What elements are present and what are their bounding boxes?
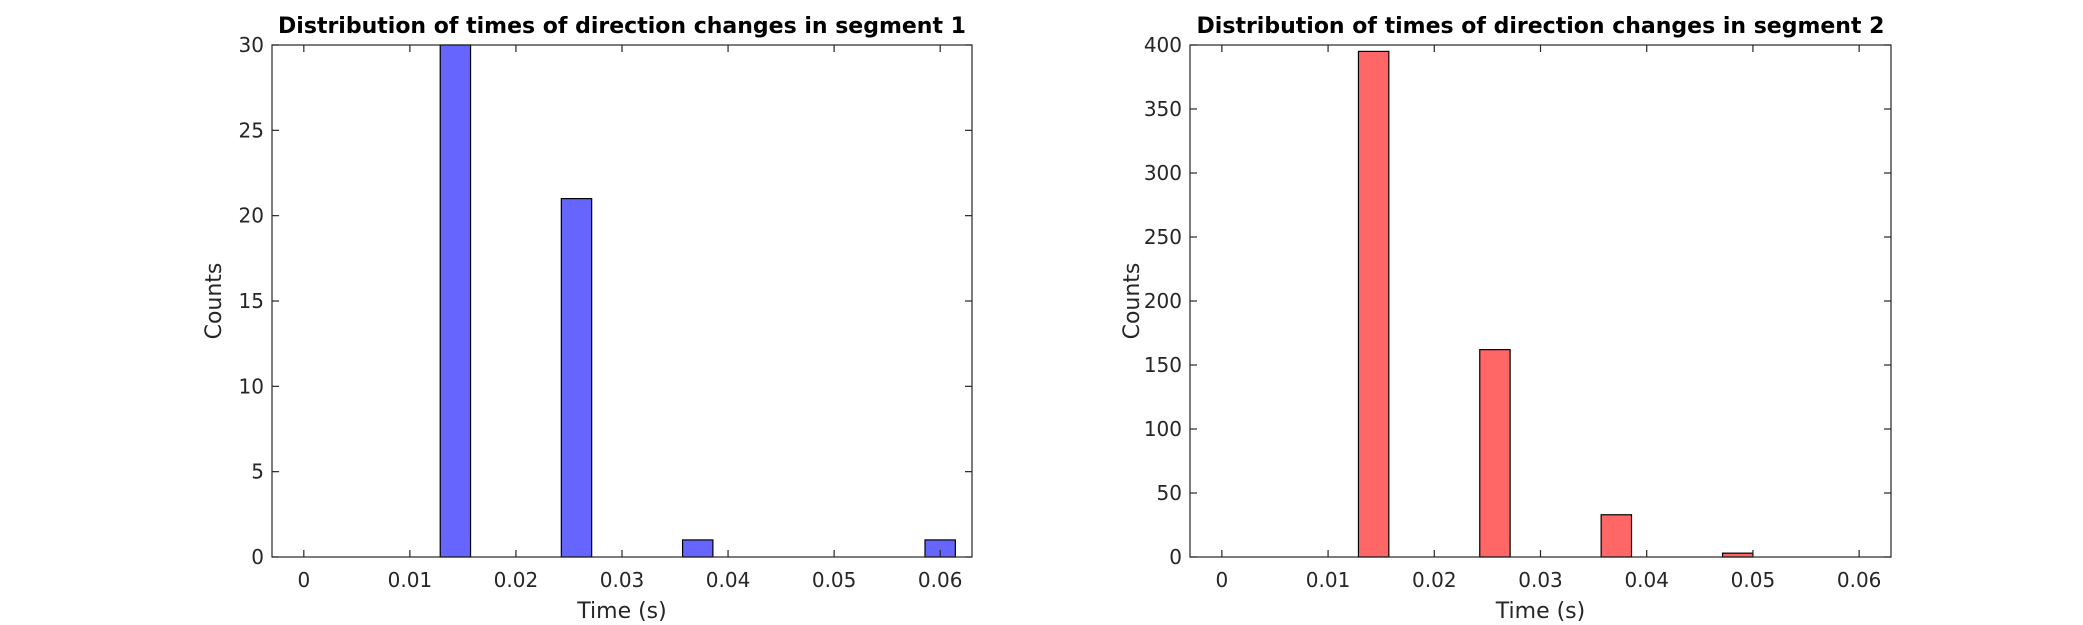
y-tick-label: 10	[239, 374, 264, 398]
x-tick-label: 0.01	[388, 568, 433, 592]
y-tick-label: 5	[251, 460, 264, 484]
y-tick-label: 200	[1144, 289, 1182, 313]
chart-title: Distribution of times of direction chang…	[278, 14, 966, 39]
x-tick-label: 0.04	[1624, 568, 1669, 592]
plot-area	[1190, 45, 1891, 557]
bar-0	[1357, 50, 1390, 558]
y-tick-label: 350	[1144, 97, 1182, 121]
y-tick-label: 30	[239, 33, 264, 57]
x-tick-label: 0.03	[1518, 568, 1563, 592]
y-tick-label: 15	[239, 289, 264, 313]
y-tick-label: 300	[1144, 161, 1182, 185]
x-tick-label: 0	[1215, 568, 1228, 592]
y-tick-label: 20	[239, 204, 264, 228]
x-tick-label: 0.03	[600, 568, 645, 592]
bar-1	[1479, 349, 1511, 558]
y-tick-label: 50	[1157, 481, 1182, 505]
x-axis-label: Time (s)	[1495, 599, 1585, 624]
y-axis-label: Counts	[202, 263, 227, 340]
plot-area	[272, 45, 972, 557]
x-tick-label: 0.05	[1731, 568, 1776, 592]
y-tick-label: 100	[1144, 417, 1182, 441]
x-tick-label: 0.04	[706, 568, 751, 592]
x-axis-label: Time (s)	[576, 599, 666, 624]
chart-segment-1: 0 0.01 0.02 0.03 0.04 0.05 0.06 0 5 10 15 20 25 30 Dis…	[202, 14, 973, 624]
bar-2	[1600, 514, 1633, 558]
y-tick-label: 250	[1144, 225, 1182, 249]
chart-title: Distribution of times of direction chang…	[1197, 14, 1885, 39]
y-tick-label: 25	[239, 118, 264, 142]
x-tick-label: 0.02	[494, 568, 539, 592]
x-tick-label: 0.06	[918, 568, 963, 592]
y-tick-label: 0	[1169, 545, 1182, 569]
x-tick-label: 0	[297, 568, 310, 592]
x-tick-label: 0.01	[1306, 568, 1351, 592]
x-tick-label: 0.02	[1412, 568, 1457, 592]
chart-segment-2: 0 0.01 0.02 0.03 0.04 0.05 0.06 0 50 100 150 200 250…	[1120, 14, 1892, 624]
bar-1	[560, 198, 593, 558]
bar-0	[439, 44, 472, 558]
y-tick-label: 400	[1144, 33, 1182, 57]
x-tick-label: 0.05	[812, 568, 857, 592]
bar-2	[681, 539, 714, 558]
y-axis-label: Counts	[1120, 263, 1145, 340]
y-tick-label: 0	[251, 545, 264, 569]
x-tick-label: 0.06	[1837, 568, 1882, 592]
y-tick-label: 150	[1144, 353, 1182, 377]
